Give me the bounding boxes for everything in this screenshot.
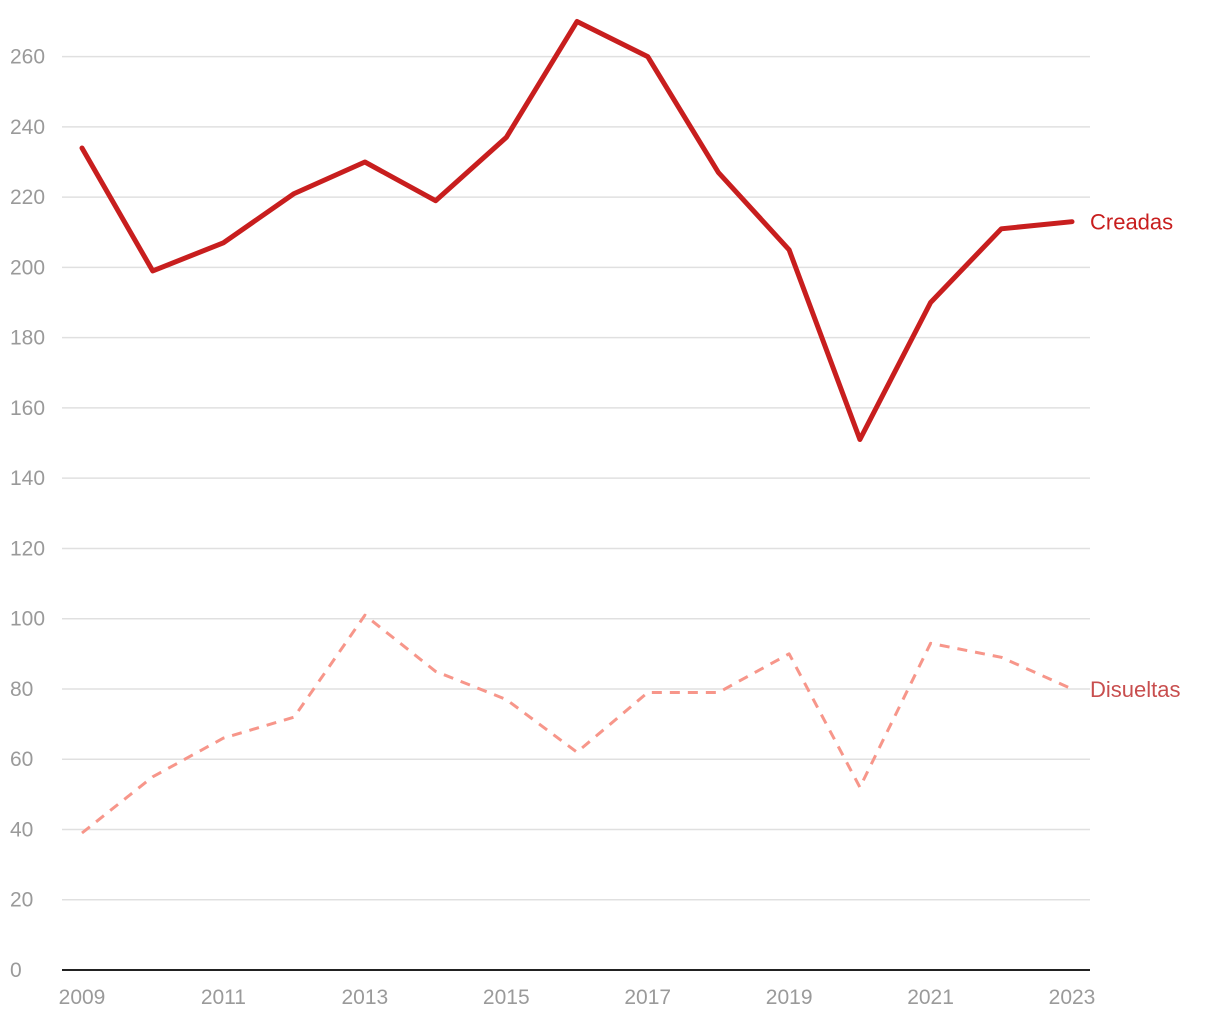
series-line-creadas [79, 19, 1075, 442]
y-tick-label: 160 [10, 397, 45, 420]
y-tick-label: 220 [10, 186, 45, 209]
x-tick-label: 2015 [483, 986, 530, 1009]
y-tick-label: 120 [10, 537, 45, 560]
series-end-labels: Creadas Disueltas [1090, 210, 1180, 702]
y-tick-label: 0 [10, 959, 22, 982]
x-tick-label: 2017 [624, 986, 671, 1009]
x-tick-label: 2021 [907, 986, 954, 1009]
series-label-disueltas: Disueltas [1090, 677, 1180, 702]
y-tick-label: 80 [10, 678, 33, 701]
y-tick-label: 100 [10, 608, 45, 631]
y-tick-label: 260 [10, 46, 45, 69]
y-tick-label: 180 [10, 327, 45, 350]
x-tick-label: 2023 [1049, 986, 1096, 1009]
x-tick-label: 2019 [766, 986, 813, 1009]
series-label-creadas: Creadas [1090, 210, 1173, 235]
y-tick-label: 40 [10, 818, 33, 841]
series-lines [79, 19, 1075, 835]
y-tick-label: 240 [10, 116, 45, 139]
y-tick-label: 20 [10, 889, 33, 912]
x-tick-label: 2011 [201, 986, 246, 1009]
x-axis-tick-labels: 2009 2011 2013 2015 2017 2019 2021 2023 [59, 986, 1096, 1009]
y-axis-tick-labels: 0 20 40 60 80 100 120 140 160 180 200 220 240 260 [10, 46, 45, 982]
gridlines [62, 55, 1090, 901]
y-tick-label: 140 [10, 467, 45, 490]
y-tick-label: 200 [10, 256, 45, 279]
x-tick-label: 2009 [59, 986, 106, 1009]
series-line-disueltas [81, 613, 1073, 835]
y-tick-label: 60 [10, 748, 33, 771]
x-tick-label: 2013 [341, 986, 388, 1009]
